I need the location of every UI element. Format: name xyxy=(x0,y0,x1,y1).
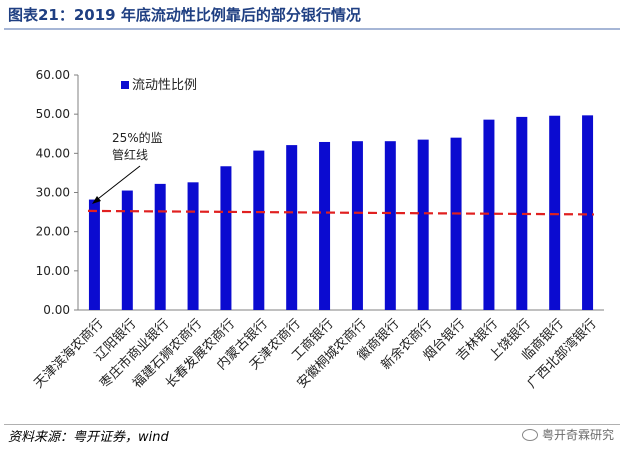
annotation-line-2: 管红线 xyxy=(112,147,148,162)
y-tick-label: 20.00 xyxy=(36,225,70,239)
annotation-arrowhead xyxy=(92,196,101,204)
bar xyxy=(384,141,396,310)
bar xyxy=(121,190,133,310)
legend-swatch xyxy=(121,81,129,89)
y-tick-label: 30.00 xyxy=(36,186,70,200)
annotation-line-1: 25%的监 xyxy=(112,130,163,145)
footer-divider xyxy=(4,424,620,425)
legend: 流动性比例 xyxy=(121,78,197,93)
watermark: 粤开奇霖研究 xyxy=(521,426,614,443)
y-tick-label: 10.00 xyxy=(36,264,70,278)
figure-title: 图表21：2019 年底流动性比例靠后的部分银行情况 xyxy=(8,6,361,24)
chart: 0.00 10.00 20.00 30.00 40.00 50.00 60.00 天津滨海农… xyxy=(0,30,626,420)
bar xyxy=(187,182,199,310)
watermark-text: 粤开奇霖研究 xyxy=(541,428,614,442)
bar xyxy=(253,150,265,310)
bars xyxy=(88,115,594,311)
bar xyxy=(88,199,100,310)
reference-line xyxy=(87,209,595,216)
bar xyxy=(319,141,331,310)
legend-label: 流动性比例 xyxy=(132,78,197,93)
bar xyxy=(483,119,495,311)
bar xyxy=(351,141,363,310)
bar xyxy=(220,166,232,310)
y-tick-label: 60.00 xyxy=(36,68,70,82)
source-note: 资料来源：粤开证券，wind xyxy=(8,430,169,445)
y-tick-label: 50.00 xyxy=(36,107,70,121)
y-tick-label: 0.00 xyxy=(43,303,70,317)
x-axis-labels: 天津滨海农商行辽阳银行枣庄市商业银行福建石狮农商行长春发展农商行内蒙古银行天津农… xyxy=(31,316,600,392)
bar-chart-svg: 0.00 10.00 20.00 30.00 40.00 50.00 60.00 天津滨海农… xyxy=(31,68,604,392)
annotation-arrow-line xyxy=(93,165,141,203)
reference-line-group xyxy=(87,209,595,216)
wechat-icon xyxy=(521,428,538,441)
bar xyxy=(549,115,561,310)
bar xyxy=(450,137,462,310)
bar xyxy=(417,139,429,310)
bar xyxy=(154,183,166,310)
bar xyxy=(286,145,298,310)
bar xyxy=(582,115,594,310)
y-tick-label: 40.00 xyxy=(36,146,70,160)
bar xyxy=(516,116,528,311)
title-underline xyxy=(4,28,620,30)
